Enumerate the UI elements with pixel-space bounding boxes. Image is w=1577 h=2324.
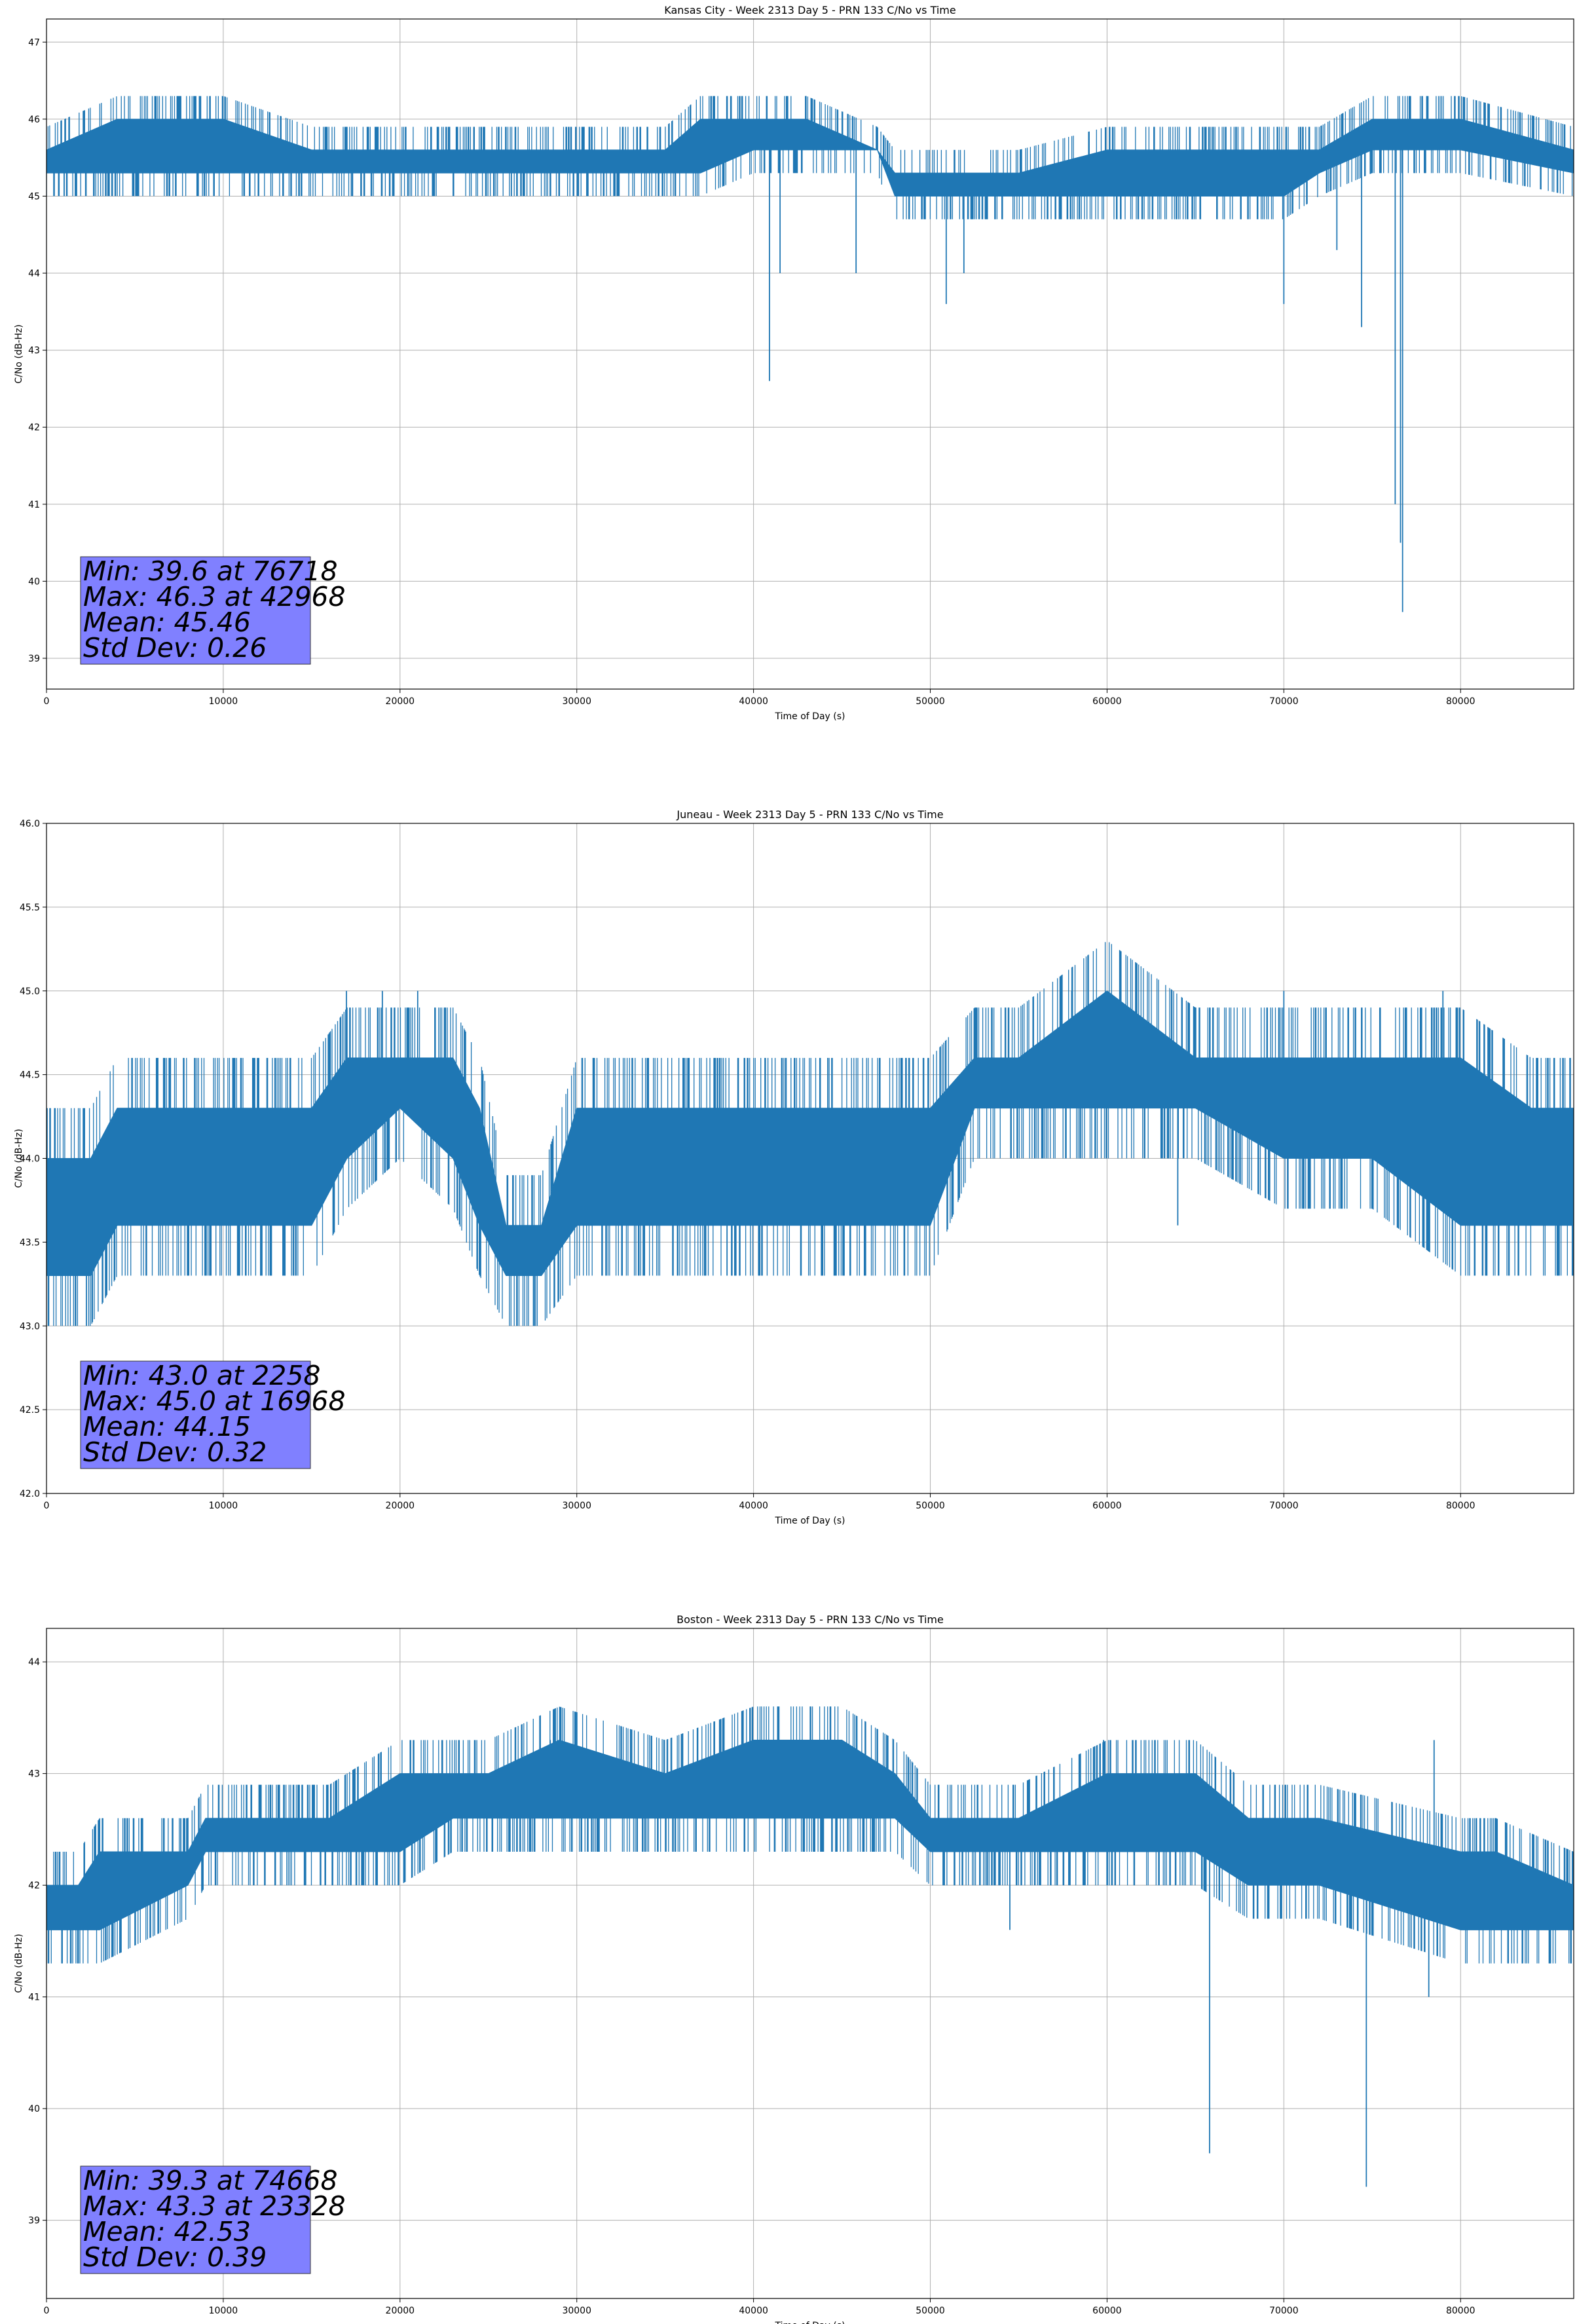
chart-panel-boston: 0 10000 20000 30000 40000 50000 60000 70000 8000… — [14, 1613, 1574, 2324]
stats-line: Mean: 44.15 — [83, 1411, 251, 1442]
x-tick-label: 70000 — [1269, 2306, 1299, 2316]
x-tick-label: 30000 — [562, 696, 591, 707]
y-axis-label: C/No (dB-Hz) — [14, 1129, 24, 1188]
y-tick-label: 41 — [28, 500, 40, 510]
x-tick-label: 0 — [44, 1501, 50, 1511]
series-jitter — [46, 1706, 1574, 1964]
x-tick-label: 60000 — [1092, 1501, 1122, 1511]
y-tick-label: 45.0 — [20, 986, 40, 997]
y-tick-label: 40 — [28, 2104, 40, 2114]
y-tick-label: 39 — [28, 2216, 40, 2226]
x-tick-label: 40000 — [739, 696, 768, 707]
stats-box — [80, 556, 311, 665]
y-tick-label: 44.0 — [20, 1154, 40, 1165]
y-tick-label: 43.5 — [20, 1237, 40, 1248]
stats-line: Max: 43.3 at 23328 — [83, 2190, 346, 2222]
stats-line: Min: 39.3 at 74668 — [83, 2165, 338, 2196]
stats-line: Min: 43.0 at 2258 — [83, 1360, 321, 1391]
y-tick-label: 39 — [28, 654, 40, 664]
y-tick-label: 43.0 — [20, 1321, 40, 1332]
y-tick-label: 45 — [28, 191, 40, 202]
series-jitter — [46, 942, 1574, 1326]
x-tick-label: 70000 — [1269, 696, 1299, 707]
x-tick-label: 70000 — [1269, 1501, 1299, 1511]
stats-box — [80, 2165, 311, 2274]
stats-line: Std Dev: 0.32 — [83, 1436, 267, 1468]
x-tick-label: 20000 — [386, 696, 415, 707]
stats-line: Max: 45.0 at 16968 — [83, 1385, 346, 1417]
plot-frame — [46, 1628, 1574, 2299]
y-axis-label: C/No (dB-Hz) — [14, 1934, 24, 1993]
y-axis-label: C/No (dB-Hz) — [14, 324, 24, 383]
chart-title: Boston - Week 2313 Day 5 - PRN 133 C/No … — [677, 1613, 944, 1626]
x-axis-label: Time of Day (s) — [775, 2321, 845, 2324]
y-tick-label: 40 — [28, 576, 40, 587]
series-band — [46, 119, 1574, 197]
x-tick-label: 30000 — [562, 2306, 591, 2316]
y-tick-label: 46.0 — [20, 819, 40, 829]
x-tick-label: 20000 — [386, 1501, 415, 1511]
x-tick-label: 40000 — [739, 2306, 768, 2316]
stats-line: Std Dev: 0.39 — [83, 2241, 267, 2273]
y-tick-label: 47 — [28, 37, 40, 48]
x-tick-label: 20000 — [386, 2306, 415, 2316]
series-band — [46, 1739, 1574, 1930]
series-c-no — [46, 1706, 1574, 2187]
plot-frame — [46, 18, 1574, 690]
y-tick-label: 44 — [28, 1657, 40, 1668]
x-tick-label: 40000 — [739, 1501, 768, 1511]
x-tick-label: 10000 — [209, 2306, 238, 2316]
y-tick-label: 44 — [28, 269, 40, 279]
stats-box — [80, 1360, 311, 1469]
x-tick-label: 80000 — [1446, 1501, 1475, 1511]
chart-panel-kansas-city: 0 10000 20000 30000 40000 50000 60000 70000 8000… — [14, 4, 1574, 722]
y-tick-label: 41 — [28, 1993, 40, 2003]
stats-line: Max: 46.3 at 42968 — [83, 581, 346, 612]
x-tick-label: 10000 — [209, 1501, 238, 1511]
series-jitter — [46, 96, 1573, 219]
x-tick-label: 50000 — [916, 2306, 945, 2316]
x-axis-label: Time of Day (s) — [775, 1516, 845, 1526]
x-tick-label: 0 — [44, 696, 50, 707]
x-tick-label: 30000 — [562, 1501, 591, 1511]
y-tick-label: 42.0 — [20, 1489, 40, 1499]
x-tick-label: 80000 — [1446, 696, 1475, 707]
chart-title: Juneau - Week 2313 Day 5 - PRN 133 C/No … — [676, 808, 943, 821]
chart-title: Kansas City - Week 2313 Day 5 - PRN 133 … — [664, 4, 955, 16]
y-tick-label: 43 — [28, 346, 40, 356]
x-tick-label: 10000 — [209, 696, 238, 707]
x-tick-label: 50000 — [916, 1501, 945, 1511]
y-tick-label: 42 — [28, 1881, 40, 1891]
y-tick-label: 46 — [28, 115, 40, 125]
y-tick-label: 43 — [28, 1769, 40, 1780]
y-tick-label: 42.5 — [20, 1405, 40, 1415]
stats-line: Mean: 42.53 — [83, 2216, 251, 2247]
x-axis-label: Time of Day (s) — [775, 711, 845, 722]
x-tick-label: 80000 — [1446, 2306, 1475, 2316]
stats-line: Mean: 45.46 — [83, 607, 251, 638]
x-tick-label: 60000 — [1092, 2306, 1122, 2316]
chart-panel-juneau: 0 10000 20000 30000 40000 50000 60000 70000 8000… — [14, 808, 1574, 1526]
x-tick-label: 0 — [44, 2306, 50, 2316]
x-tick-label: 60000 — [1092, 696, 1122, 707]
y-tick-label: 45.5 — [20, 903, 40, 913]
stats-line: Std Dev: 0.26 — [83, 632, 267, 664]
stats-line: Min: 39.6 at 76718 — [83, 555, 338, 587]
y-tick-label: 42 — [28, 422, 40, 433]
x-tick-label: 50000 — [916, 696, 945, 707]
y-tick-label: 44.5 — [20, 1070, 40, 1081]
series-c-no — [46, 942, 1574, 1326]
series-c-no — [46, 96, 1574, 612]
